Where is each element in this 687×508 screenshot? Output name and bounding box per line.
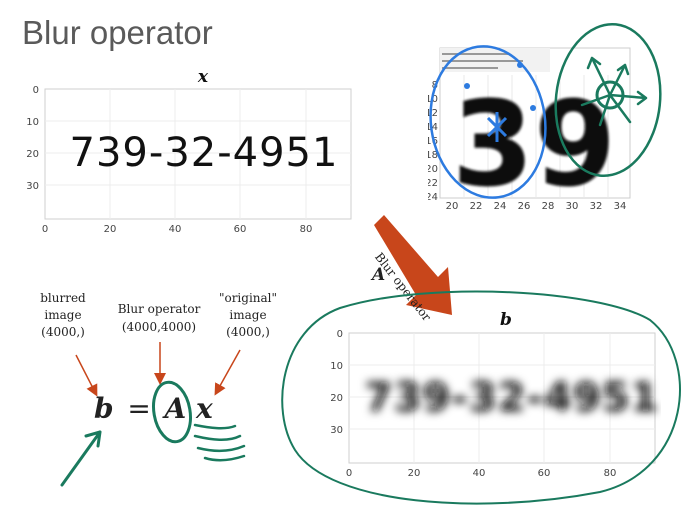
bottom-plot-ytick-20: 20	[330, 393, 343, 404]
top-plot-digits: 739-32-4951	[70, 130, 339, 176]
bottom-plot-ytick-0: 0	[337, 329, 343, 340]
zoom-xtick-20: 20	[446, 201, 459, 212]
b-caption-line3: (4000,)	[41, 325, 85, 339]
slide-title: Blur operator	[22, 14, 213, 51]
top-plot: x 739-32-4951 0 10 20 30 0 20 40 60 80	[26, 67, 352, 235]
zoom-xtick-32: 32	[590, 201, 603, 212]
eq-b: b	[94, 392, 114, 425]
green-ink-pointer	[60, 430, 102, 487]
bottom-plot-title: b	[500, 310, 512, 330]
zoom-ytick-22: 22	[428, 178, 438, 189]
bottom-plot-xtick-40: 40	[473, 468, 486, 479]
top-plot-ytick-10: 10	[26, 117, 39, 128]
zoom-xtick-26: 26	[518, 201, 531, 212]
A-caption-line2: (4000,4000)	[121, 320, 197, 334]
x-caption-line1: "original"	[218, 291, 278, 305]
bottom-plot-xtick-80: 80	[604, 468, 617, 479]
zoom-ytick-12: 12	[428, 108, 438, 119]
zoom-xtick-24: 24	[494, 201, 507, 212]
zoom-ytick-24: 24	[428, 192, 438, 203]
b-caption-line1: blurred	[40, 291, 86, 305]
top-plot-ytick-0: 0	[33, 85, 39, 96]
b-caption-line2: image	[44, 308, 82, 322]
x-caption-line2: image	[229, 308, 267, 322]
bottom-plot-xtick-60: 60	[538, 468, 551, 479]
equation: b = A x	[94, 392, 213, 425]
top-plot-xtick-0: 0	[42, 224, 48, 235]
zoom-ytick-18: 18	[428, 150, 438, 161]
top-plot-ytick-20: 20	[26, 149, 39, 160]
x-caption: "original" image (4000,)	[208, 290, 288, 341]
zoom-ytick-14: 14	[428, 122, 438, 133]
eq-A: A	[164, 392, 187, 425]
zoom-ytick-20: 20	[428, 164, 438, 175]
bottom-plot-ytick-10: 10	[330, 361, 343, 372]
zoom-inset-digits: 39	[452, 75, 616, 213]
eq-x: x	[196, 392, 213, 425]
zoom-xtick-30: 30	[566, 201, 579, 212]
zoom-xtick-28: 28	[542, 201, 555, 212]
arrow-letter: A	[372, 265, 386, 285]
top-plot-xtick-20: 20	[104, 224, 117, 235]
top-plot-title: x	[197, 67, 209, 87]
A-caption: Blur operator (4000,4000)	[104, 300, 214, 336]
b-caption: blurred image (4000,)	[28, 290, 98, 341]
top-plot-xtick-60: 60	[234, 224, 247, 235]
x-caption-line3: (4000,)	[226, 325, 270, 339]
top-plot-ytick-30: 30	[26, 181, 39, 192]
bottom-plot-blurred-digits: 739-32-4951	[365, 375, 660, 421]
top-plot-xtick-40: 40	[169, 224, 182, 235]
zoom-ytick-10: 10	[428, 94, 438, 105]
bottom-plot-xtick-0: 0	[346, 468, 352, 479]
bottom-plot-xtick-20: 20	[408, 468, 421, 479]
zoom-ytick-8: 8	[432, 80, 438, 91]
eq-equals: =	[127, 392, 151, 425]
blur-operator-arrow	[374, 215, 452, 315]
zoom-xtick-22: 22	[470, 201, 483, 212]
top-plot-xtick-80: 80	[300, 224, 313, 235]
A-caption-line1: Blur operator	[117, 302, 201, 316]
bottom-plot-ytick-30: 30	[330, 425, 343, 436]
zoom-xtick-34: 34	[614, 201, 627, 212]
zoom-inset: 39 20 22 24 26 28 30 32 34 8 10 12 14 16…	[428, 47, 631, 213]
bottom-plot: b 739-32-4951 0 10 20 30 0 20 40 60 80	[330, 310, 660, 479]
zoom-ytick-16: 16	[428, 136, 438, 147]
green-ink-hatch	[193, 423, 246, 462]
